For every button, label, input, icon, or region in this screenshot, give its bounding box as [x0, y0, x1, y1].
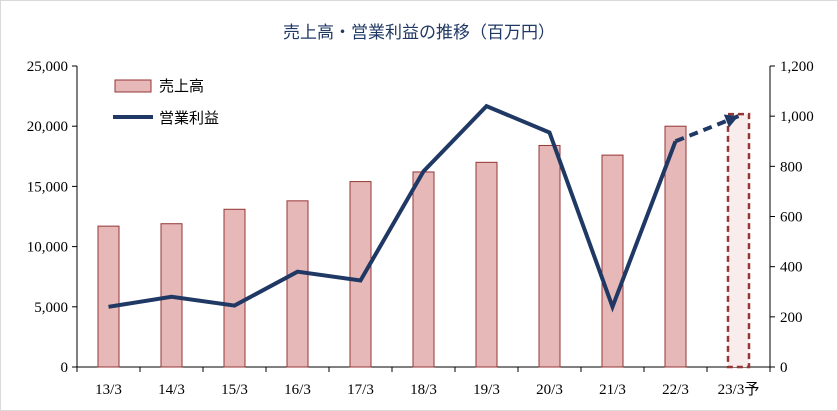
x-tick-label: 17/3	[347, 382, 374, 398]
bar	[97, 225, 120, 368]
bar	[412, 171, 435, 368]
operating-profit-line	[108, 103, 678, 313]
bar	[664, 125, 687, 368]
right-tick-label: 0	[780, 360, 788, 376]
left-tick-label: 15,000	[27, 179, 68, 195]
right-tick-label: 800	[780, 159, 803, 175]
legend-label-operating-profit: 営業利益	[159, 109, 219, 127]
left-tick-label: 25,000	[27, 59, 68, 75]
x-tick-label: 20/3	[536, 382, 563, 398]
x-tick-label: 21/3	[599, 382, 626, 398]
right-tick-label: 1,200	[780, 59, 814, 75]
bar-forecast	[726, 112, 751, 369]
operating-profit-forecast-line	[674, 114, 740, 144]
bar	[475, 161, 498, 368]
bar	[286, 200, 309, 368]
bar	[223, 208, 246, 368]
left-tick-label: 5,000	[34, 300, 68, 316]
bar	[538, 144, 561, 368]
right-tick-label: 400	[780, 260, 803, 276]
bar	[601, 154, 624, 368]
x-tick-label: 22/3	[662, 382, 689, 398]
right-tick-label: 1,000	[780, 109, 814, 125]
x-tick-label: 16/3	[284, 382, 311, 398]
legend: 売上高 営業利益	[113, 77, 219, 127]
forecast-arrowhead	[723, 114, 739, 128]
plot-area: 0 5,000 10,000 15,000 20,000 25,000 0 200 400 600…	[27, 59, 814, 398]
right-tick-label: 200	[780, 310, 803, 326]
x-tick-label: 18/3	[410, 382, 437, 398]
x-tick-label: 23/3予	[718, 381, 760, 398]
legend-swatch-sales	[114, 79, 152, 93]
legend-label-sales: 売上高	[159, 77, 204, 95]
chart-title: 売上高・営業利益の推移（百万円）	[283, 23, 555, 43]
x-tick-label: 15/3	[221, 382, 248, 398]
left-tick-label: 10,000	[27, 240, 68, 256]
left-tick-label: 0	[61, 360, 69, 376]
x-tick-label: 19/3	[473, 382, 500, 398]
bar	[349, 181, 372, 368]
x-tick-label: 13/3	[95, 382, 122, 398]
left-tick-label: 20,000	[27, 119, 68, 135]
x-tick-label: 14/3	[158, 382, 185, 398]
right-tick-label: 600	[780, 210, 803, 226]
